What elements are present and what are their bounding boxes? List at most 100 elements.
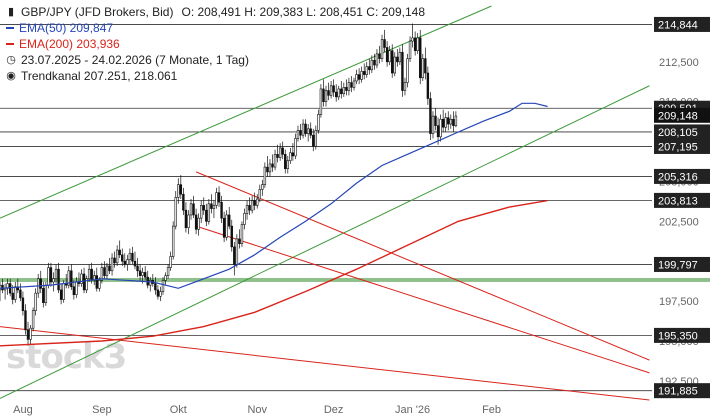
- candle-body-107: [271, 163, 274, 168]
- y-tick-label-6: 197,500: [659, 296, 699, 308]
- legend-channel: Trendkanal 207.251, 218.061: [21, 69, 178, 83]
- candle-body-47: [118, 249, 121, 256]
- candle-body-23: [57, 268, 60, 291]
- candle-body-95: [240, 224, 244, 244]
- candle-body-93: [235, 238, 239, 265]
- candle-body-113: [286, 160, 289, 170]
- x-tick-label-3: Nov: [247, 404, 267, 416]
- candle-body-53: [133, 260, 137, 267]
- candle-body-158: [401, 51, 404, 91]
- candle-body-106: [268, 163, 272, 173]
- candle-body-34: [85, 278, 88, 291]
- x-tick-label-4: Dez: [324, 404, 344, 416]
- candle-body-6: [14, 286, 17, 300]
- watermark-stock3: stock3: [6, 337, 126, 377]
- level-8-box: [654, 383, 710, 399]
- legend-symbol: GBP/JPY (JFD Brokers, Bid): [21, 5, 174, 19]
- candle-body-10: [24, 310, 27, 331]
- level-7-label: 195,350: [658, 330, 698, 342]
- level-3-box: [654, 138, 710, 154]
- candle-body-12: [29, 327, 32, 340]
- candle-body-104: [263, 166, 267, 185]
- clock-icon: ◷: [6, 54, 16, 66]
- candle-body-18: [44, 284, 48, 303]
- candle-body-155: [393, 56, 396, 74]
- candle-body-56: [141, 272, 144, 276]
- candle-body-4: [8, 283, 12, 294]
- candle-body-35: [87, 268, 91, 280]
- candle-body-42: [105, 265, 109, 276]
- candle-body-111: [281, 147, 284, 155]
- candle-body-86: [217, 192, 221, 203]
- candle-body-72: [182, 193, 185, 211]
- ema200-swatch-icon: [6, 43, 14, 45]
- candle-body-171: [434, 115, 437, 126]
- candle-body-59: [149, 280, 152, 286]
- legend-row-symbol: ▮ GBP/JPY (JFD Brokers, Bid) O: 208,491 …: [6, 4, 425, 20]
- candle-body-45: [113, 257, 116, 264]
- candle-body-41: [103, 267, 106, 276]
- candle-body-102: [258, 189, 261, 200]
- level-2-box: [654, 124, 710, 140]
- candle-body-153: [388, 50, 391, 63]
- target-icon: ◉: [6, 70, 16, 82]
- y-tick-label-0: 212,500: [659, 57, 699, 69]
- last-price-box: [654, 107, 710, 123]
- candle-body-134: [340, 88, 343, 95]
- trend-channel-lower: [0, 85, 650, 399]
- candle-body-178: [452, 118, 455, 126]
- candle-body-147: [373, 59, 376, 66]
- candlesticks: [0, 23, 458, 346]
- candle-body-100: [253, 200, 256, 206]
- candle-body-81: [205, 209, 208, 222]
- candle-body-103: [261, 184, 264, 190]
- candle-body-82: [207, 203, 211, 222]
- candle-body-112: [284, 154, 287, 170]
- candle-body-30: [75, 281, 78, 296]
- legend-ema50: EMA(50) 209,847: [19, 21, 114, 35]
- candle-body-0: [0, 284, 2, 291]
- candle-body-87: [220, 201, 223, 219]
- candle-body-174: [441, 118, 445, 128]
- candle-body-120: [304, 123, 307, 134]
- candle-body-177: [449, 118, 452, 125]
- candle-body-123: [312, 134, 315, 147]
- candle-body-133: [337, 88, 340, 98]
- candle-body-121: [306, 128, 310, 134]
- x-axis: Aug Sep Okt Nov Dez Jan '26 Feb: [13, 404, 501, 416]
- candle-body-108: [273, 154, 277, 168]
- x-tick-label-2: Okt: [170, 404, 187, 416]
- candle-body-89: [225, 214, 228, 238]
- candle-body-115: [291, 152, 295, 157]
- candle-body-143: [363, 71, 366, 75]
- level-4-label: 205,316: [658, 171, 698, 183]
- candle-body-97: [245, 205, 249, 214]
- legend-ohlc: O: 208,491 H: 209,383 L: 208,451 C: 209,…: [181, 5, 426, 19]
- candle-body-138: [350, 82, 353, 88]
- candle-body-151: [383, 39, 386, 48]
- candle-body-51: [128, 252, 132, 260]
- candle-body-52: [131, 252, 134, 262]
- candle-body-173: [439, 118, 442, 138]
- red-trendline-2: [195, 225, 650, 374]
- candle-body-116: [294, 138, 297, 157]
- candle-body-48: [121, 254, 124, 262]
- candle-body-40: [100, 267, 104, 281]
- candle-body-37: [93, 275, 96, 281]
- candle-body-144: [365, 66, 368, 75]
- candle-body-170: [431, 115, 435, 134]
- candle-body-164: [416, 37, 419, 51]
- candle-body-71: [179, 184, 183, 195]
- candle-body-142: [360, 71, 363, 80]
- level-labels: 214,844209,591208,105207,195205,316203,8…: [654, 16, 710, 399]
- candle-body-76: [192, 203, 195, 216]
- candle-body-50: [126, 259, 129, 265]
- x-tick-label-1: Sep: [92, 404, 112, 416]
- candle-body-162: [411, 37, 414, 42]
- level-4-box: [654, 168, 710, 184]
- candle-body-80: [202, 205, 205, 211]
- candle-body-8: [19, 289, 22, 299]
- candle-body-33: [82, 273, 86, 291]
- candle-body-66: [166, 267, 170, 276]
